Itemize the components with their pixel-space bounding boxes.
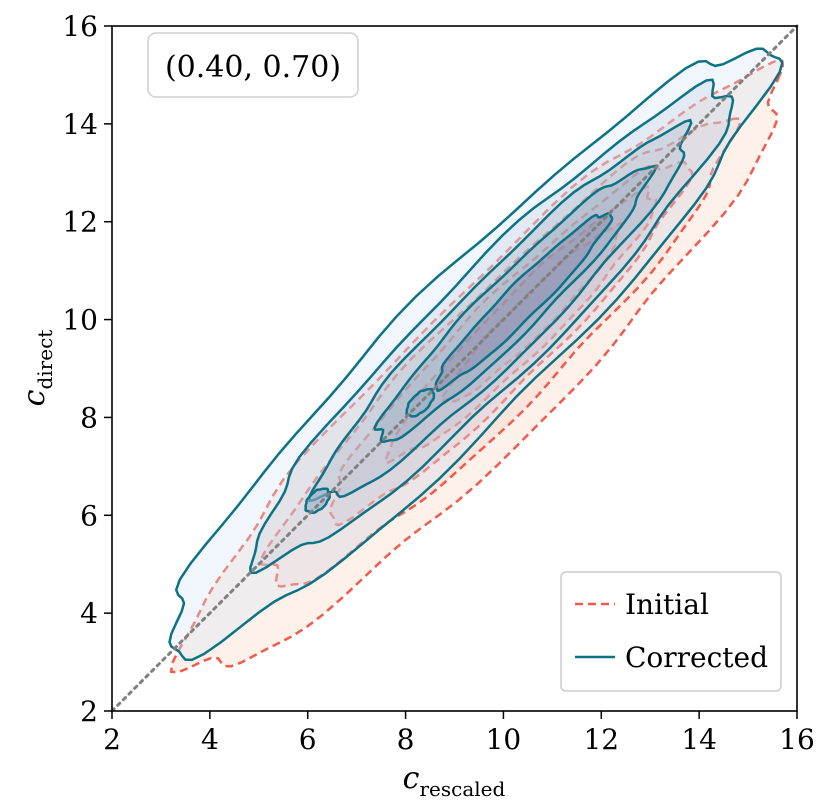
series-corrected (168, 47, 784, 662)
annotation-text: (0.40, 0.70) (165, 50, 341, 85)
x-tick-label-2: 2 (103, 723, 121, 756)
y-tick-label-12: 12 (62, 206, 98, 239)
identity-reference-line (110, 24, 799, 713)
corrected-contour-level-4 (373, 164, 658, 443)
contour-layer (168, 47, 785, 674)
x-axis-ticks: 2 4 6 8 10 12 14 16 (103, 711, 815, 756)
corrected-contour-level-2 (249, 78, 735, 575)
x-tick-label-10: 10 (486, 723, 522, 756)
y-axis-ticks: 2 4 6 8 10 12 14 16 (62, 10, 112, 728)
x-tick-label-14: 14 (681, 723, 717, 756)
y-tick-label-10: 10 (62, 304, 98, 337)
x-axis-label: crescaled (403, 761, 506, 801)
plot-frame (111, 25, 798, 712)
corrected-contour-island-1 (304, 487, 331, 515)
y-tick-label-16: 16 (62, 10, 98, 43)
legend-frame (560, 571, 782, 692)
x-tick-label-4: 4 (201, 723, 219, 756)
y-tick-label-2: 2 (80, 695, 98, 728)
y-tick-label-6: 6 (80, 499, 98, 532)
annotation-box: (0.40, 0.70) (147, 32, 359, 98)
y-tick-label-4: 4 (80, 597, 98, 630)
x-tick-label-16: 16 (779, 723, 815, 756)
y-axis-label: cdirect (17, 330, 57, 407)
x-tick-label-12: 12 (583, 723, 619, 756)
x-axis-label-subscript: rescaled (419, 777, 505, 801)
x-tick-label-8: 8 (397, 723, 415, 756)
x-tick-label-6: 6 (299, 723, 317, 756)
legend-label-corrected: Corrected (625, 641, 768, 674)
y-tick-label-8: 8 (80, 401, 98, 434)
legend: Initial Corrected (560, 571, 782, 692)
y-axis-label-subscript: direct (33, 330, 57, 390)
legend-label-initial: Initial (625, 588, 709, 621)
y-tick-label-14: 14 (62, 108, 98, 141)
